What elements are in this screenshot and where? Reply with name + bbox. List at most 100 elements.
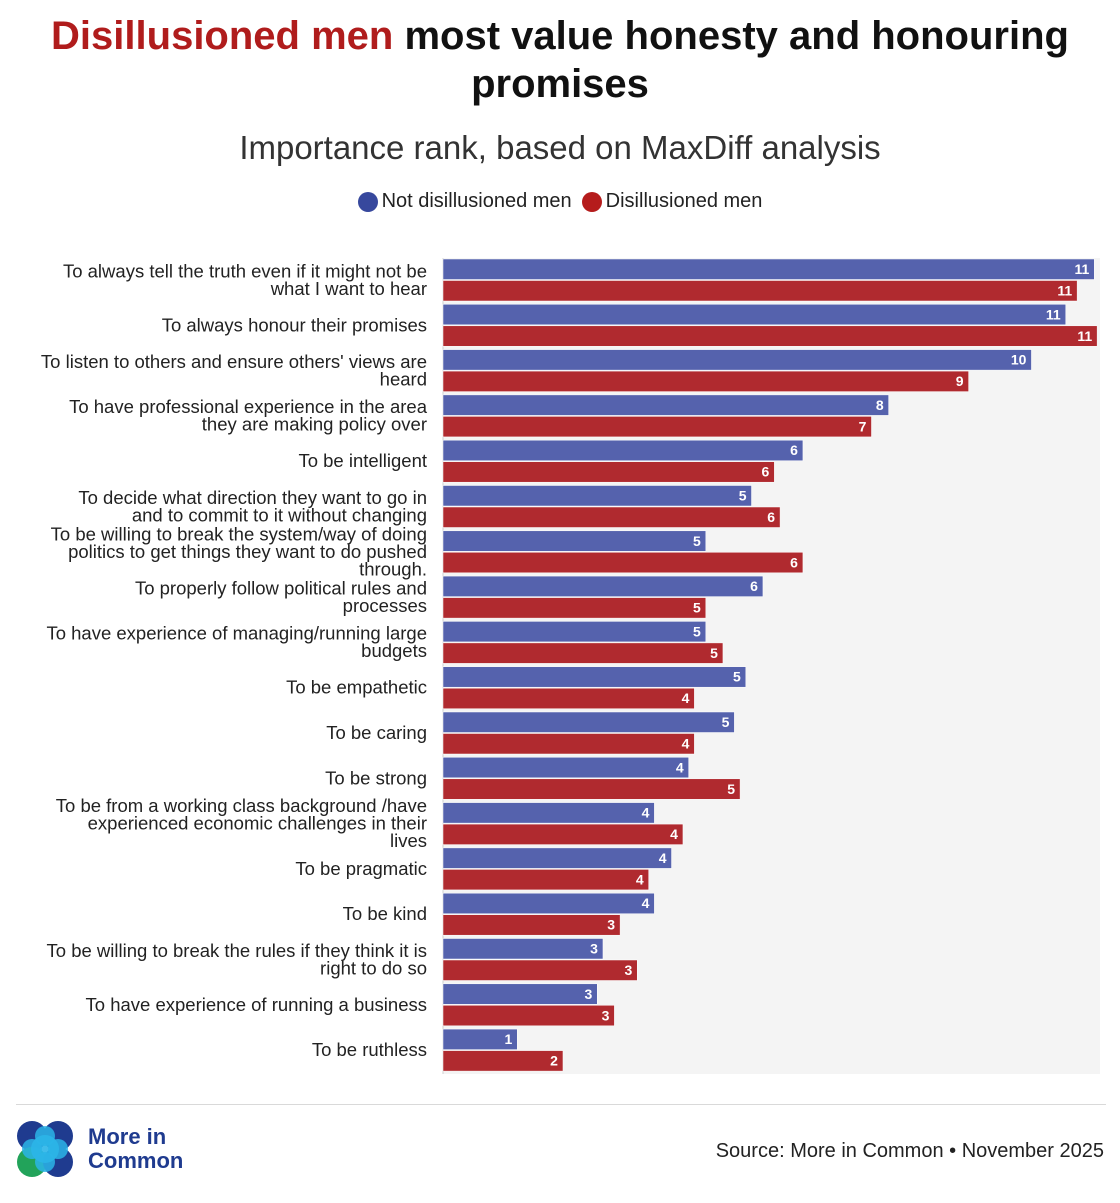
- bar-value-label: 5: [693, 623, 701, 639]
- category-label-line: To always honour their promises: [162, 314, 427, 335]
- bar-not-disillusioned: [442, 892, 655, 914]
- category-label: To properly follow political rules and pr…: [135, 577, 427, 616]
- bar-disillusioned: [442, 552, 804, 574]
- logo-mark-icon: [17, 1121, 73, 1177]
- bar-value-label: 4: [682, 690, 690, 706]
- category-label: To be ruthless: [312, 1039, 427, 1060]
- category-label-line: To always tell the truth even if it migh…: [63, 260, 427, 281]
- bar-disillusioned: [442, 823, 684, 845]
- category-label: To decide what direction they want to go…: [78, 487, 427, 526]
- bar-not-disillusioned: [442, 757, 689, 779]
- bar-disillusioned: [442, 325, 1098, 347]
- bar-value-label: 5: [733, 669, 741, 685]
- category-label-line: To be willing to break the system/way of…: [51, 523, 427, 544]
- bar-disillusioned: [442, 597, 707, 619]
- category-label-line: through.: [359, 558, 427, 579]
- bar-value-label: 5: [722, 714, 730, 730]
- category-label-line: To properly follow political rules and: [135, 577, 427, 598]
- bar-disillusioned: [442, 959, 638, 981]
- bar-disillusioned: [442, 461, 775, 483]
- bar-not-disillusioned: [442, 983, 598, 1005]
- category-label: To be willing to break the system/way of…: [51, 523, 427, 579]
- bar-disillusioned: [442, 869, 649, 891]
- category-label-line: To be from a working class background /h…: [56, 795, 427, 816]
- bar-value-label: 6: [790, 442, 798, 458]
- bar-value-label: 2: [550, 1053, 558, 1069]
- category-label-line: lives: [390, 830, 427, 851]
- category-label-line: To be ruthless: [312, 1039, 427, 1060]
- bar-value-label: 4: [659, 850, 667, 866]
- category-label-line: what I want to hear: [270, 278, 427, 299]
- bar-value-label: 3: [607, 917, 615, 933]
- bar-disillusioned: [442, 1050, 564, 1072]
- bar-not-disillusioned: [442, 938, 604, 960]
- bar-value-label: 3: [624, 962, 632, 978]
- bar-value-label: 3: [584, 986, 592, 1002]
- bar-value-label: 4: [642, 805, 650, 821]
- category-label-line: budgets: [361, 640, 427, 661]
- category-label: To always tell the truth even if it migh…: [63, 260, 427, 299]
- bar-not-disillusioned: [442, 802, 655, 824]
- bar-value-label: 6: [762, 464, 770, 480]
- bar-chart: To always tell the truth even if it migh…: [41, 258, 1100, 1074]
- bar-disillusioned: [442, 914, 621, 936]
- category-label-line: politics to get things they want to do p…: [68, 541, 427, 562]
- category-label: To be empathetic: [286, 677, 427, 698]
- bar-value-label: 5: [739, 488, 747, 504]
- bar-disillusioned: [442, 416, 872, 438]
- bar-not-disillusioned: [442, 711, 735, 733]
- bar-value-label: 10: [1011, 352, 1027, 368]
- category-label-line: To be caring: [326, 722, 427, 743]
- bar-value-label: 11: [1057, 283, 1072, 299]
- bar-value-label: 5: [710, 645, 718, 661]
- chart-subtitle: Importance rank, based on MaxDiff analys…: [239, 129, 881, 166]
- category-label-line: heard: [380, 368, 427, 389]
- bar-value-label: 11: [1074, 261, 1089, 277]
- bar-value-label: 4: [670, 826, 678, 842]
- bar-disillusioned: [442, 778, 741, 800]
- bar-disillusioned: [442, 642, 724, 664]
- bar-value-label: 5: [693, 533, 701, 549]
- bar-value-label: 4: [676, 759, 684, 775]
- bar-value-label: 11: [1077, 328, 1092, 344]
- category-label-line: and to commit to it without changing: [132, 504, 427, 525]
- bar-not-disillusioned: [442, 666, 747, 688]
- category-label-line: To be empathetic: [286, 677, 427, 698]
- legend-item-not-disillusioned: Not disillusioned men: [357, 190, 572, 213]
- footer-divider: [16, 1104, 1106, 1105]
- bar-value-label: 4: [636, 871, 644, 887]
- bar-value-label: 4: [642, 895, 650, 911]
- category-label: To be caring: [326, 722, 427, 743]
- bar-value-label: 3: [602, 1007, 610, 1023]
- category-label-line: To have professional experience in the a…: [69, 396, 428, 417]
- bar-disillusioned: [442, 506, 781, 528]
- source-note: Source: More in Common • November 2025: [715, 1140, 1104, 1162]
- bar-disillusioned: [442, 1005, 615, 1027]
- category-label: To be from a working class background /h…: [56, 795, 427, 851]
- category-label-line: right to do so: [320, 957, 427, 978]
- bar-value-label: 8: [876, 397, 884, 413]
- category-label: To be kind: [343, 903, 427, 924]
- category-label: To have experience of running a business: [86, 994, 427, 1015]
- category-label-line: they are making policy over: [202, 414, 427, 435]
- category-label: To be pragmatic: [295, 858, 427, 879]
- category-label-line: To be intelligent: [298, 450, 427, 471]
- plot-background: [443, 258, 1100, 1074]
- title-rest: most value honesty and honouring promise…: [393, 14, 1069, 106]
- logo-wordmark: More in Common: [88, 1125, 183, 1173]
- legend: Not disillusioned men Disillusioned men: [0, 190, 1120, 213]
- category-label-line: To be willing to break the rules if they…: [47, 940, 427, 961]
- bar-value-label: 3: [590, 941, 598, 957]
- category-label: To always honour their promises: [162, 314, 427, 335]
- bar-not-disillusioned: [442, 349, 1032, 371]
- category-label-line: To decide what direction they want to go…: [78, 487, 427, 508]
- bar-value-label: 6: [750, 578, 758, 594]
- bar-disillusioned: [442, 370, 969, 392]
- category-label: To have experience of managing/running l…: [46, 623, 427, 662]
- legend-swatch-disillusioned: [581, 191, 602, 212]
- bar-not-disillusioned: [442, 621, 707, 643]
- legend-swatch-not-disillusioned: [357, 191, 378, 212]
- chart-title: Disillusioned men most value honesty and…: [20, 12, 1100, 108]
- bar-not-disillusioned: [442, 258, 1095, 280]
- bar-value-label: 4: [682, 736, 690, 752]
